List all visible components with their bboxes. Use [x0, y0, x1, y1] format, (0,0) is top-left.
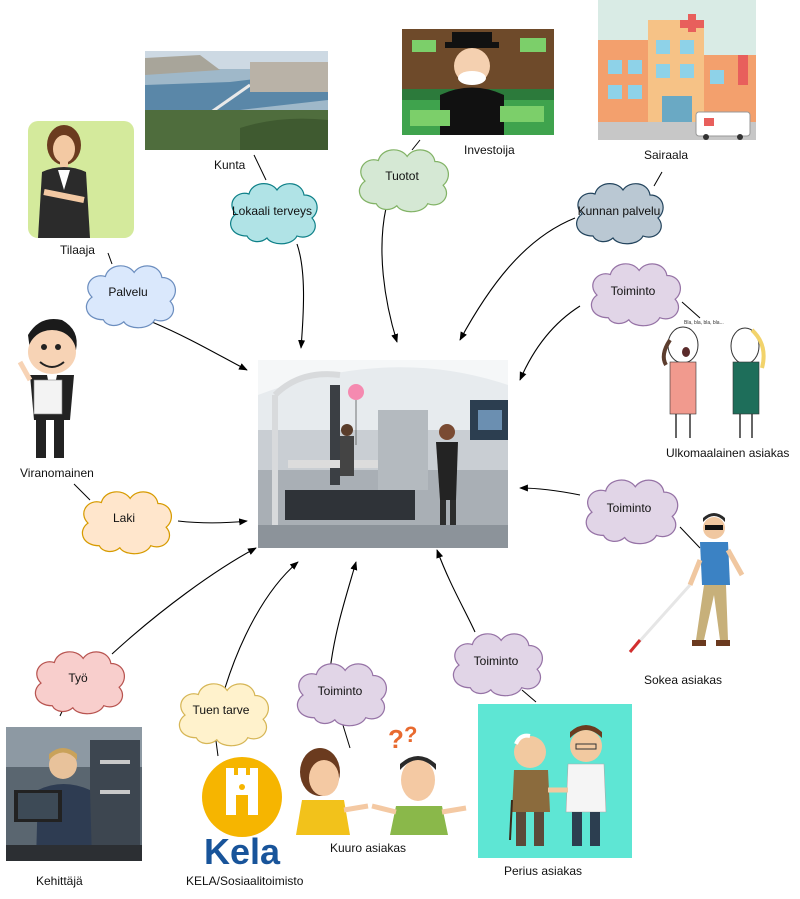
- cloud-toiminto-perus: Toiminto: [452, 633, 544, 697]
- cloud-palvelu: Palvelu: [85, 265, 177, 329]
- cloud-label: Laki: [113, 511, 135, 525]
- cloud-label: Toiminto: [318, 684, 363, 698]
- sairaala-picture: [598, 0, 756, 140]
- actor-label-kela: KELA/Sosiaalitoimisto: [186, 874, 304, 888]
- cloud-label: Palvelu: [108, 285, 147, 299]
- speech-bubble-text: Bla, bla, bla, bla...: [684, 320, 724, 326]
- question-marks-icon: ?: [388, 724, 404, 754]
- cloud-laki: Laki: [81, 491, 173, 555]
- cloud-toiminto-sokea: Toiminto: [585, 479, 679, 545]
- actor-label-kuuro: Kuuro asiakas: [330, 841, 407, 855]
- cloud-tuen-tarve: Tuen tarve: [178, 683, 270, 747]
- center-rehab-photo: [258, 360, 508, 548]
- viranomainen-picture: [17, 319, 77, 458]
- cloud-lokaali-terveys: Lokaali terveys: [229, 182, 318, 245]
- cloud-label: Lokaali terveys: [232, 204, 312, 218]
- cloud-label: Tuen tarve: [193, 703, 250, 717]
- kela-logo: Kela: [202, 757, 282, 872]
- actor-label-sokea: Sokea asiakas: [644, 673, 723, 687]
- sokea-picture: [628, 513, 745, 654]
- cloud-tyo: Työ: [34, 651, 126, 715]
- actor-label-perus: Perius asiakas: [504, 864, 583, 878]
- cloud-tuotot: Tuotot: [358, 149, 450, 213]
- arrows-to-center: [111, 207, 581, 689]
- cloud-label: Kunnan palvelu: [578, 204, 661, 218]
- cloud-toiminto-ulkomaalainen: Toiminto: [590, 263, 682, 327]
- cloud-label: Tuotot: [385, 169, 419, 183]
- connector-lines: [59, 139, 701, 757]
- cloud-label: Työ: [68, 671, 88, 685]
- kela-wordmark: Kela: [204, 831, 281, 872]
- cloud-label: Toiminto: [611, 284, 656, 298]
- cloud-label: Toiminto: [607, 501, 652, 515]
- actor-label-kunta: Kunta: [214, 158, 246, 172]
- kunta-picture: [145, 51, 328, 150]
- actor-label-tilaaja: Tilaaja: [60, 243, 95, 257]
- investoija-picture: [402, 29, 554, 135]
- actor-label-sairaala: Sairaala: [644, 148, 689, 162]
- balloon-icon: [348, 384, 364, 400]
- actor-label-viranomainen: Viranomainen: [20, 466, 94, 480]
- ulkomaalainen-picture: Bla, bla, bla, bla...: [661, 320, 766, 438]
- kehittaja-picture: [6, 727, 142, 861]
- cloud-kunnan-palvelu: Kunnan palvelu: [575, 182, 664, 245]
- svg-text:?: ?: [404, 722, 417, 747]
- actor-label-kehittaja: Kehittäjä: [36, 874, 83, 888]
- tilaaja-picture: [28, 121, 134, 238]
- cloud-toiminto-kuuro: Toiminto: [296, 663, 388, 727]
- actor-label-ulkomaalainen: Ulkomaalainen asiakas: [666, 446, 790, 460]
- kuuro-picture: ? ?: [296, 722, 467, 835]
- perus-picture: [478, 704, 632, 858]
- cloud-label: Toiminto: [474, 654, 519, 668]
- actor-label-investoija: Investoija: [464, 143, 515, 157]
